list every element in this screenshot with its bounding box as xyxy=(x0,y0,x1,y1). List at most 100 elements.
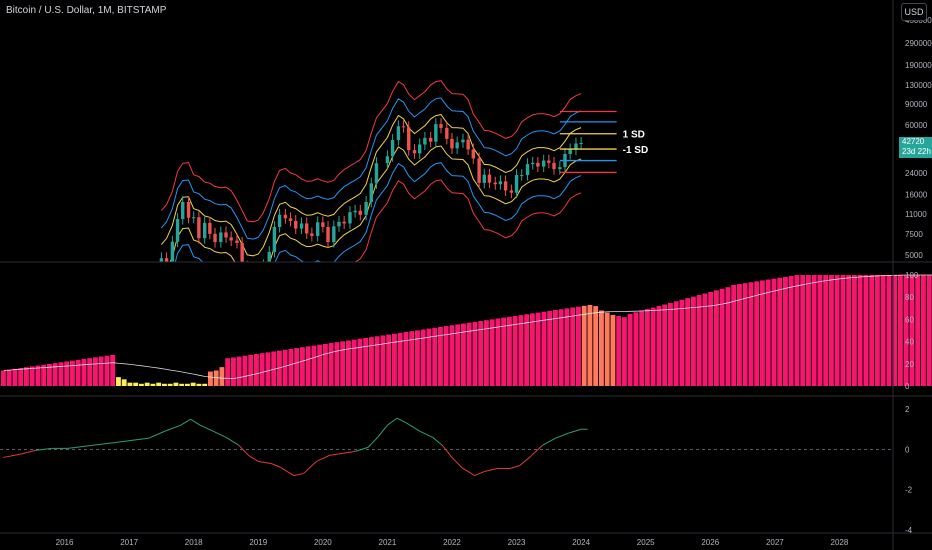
hist-bar xyxy=(346,340,351,386)
candle-body xyxy=(482,174,486,183)
osc-segment xyxy=(406,422,420,432)
hist-bar xyxy=(196,383,202,386)
hist-bar xyxy=(748,282,754,386)
candle-body xyxy=(208,222,212,234)
hist-tick-label: 40 xyxy=(905,338,914,347)
hist-bar xyxy=(363,337,369,386)
osc-segment xyxy=(83,443,101,447)
hist-bar xyxy=(886,275,892,386)
hist-bar xyxy=(357,338,363,386)
hist-bar xyxy=(593,306,599,386)
candle-body xyxy=(159,258,164,262)
candle-body xyxy=(369,183,373,202)
osc-tick-label: 0 xyxy=(905,445,910,454)
osc-segment xyxy=(529,444,543,458)
hist-bar xyxy=(501,317,507,386)
osc-segment xyxy=(316,454,330,462)
osc-segment xyxy=(293,473,304,477)
hist-bar xyxy=(317,344,323,386)
hist-bar xyxy=(604,312,610,386)
band-lower-inner xyxy=(169,145,582,262)
osc-segment xyxy=(568,428,582,434)
oscillator-panel[interactable] xyxy=(0,417,893,477)
hist-bar xyxy=(570,307,576,386)
hist-tick-label: 20 xyxy=(905,360,914,369)
hist-bar xyxy=(288,348,294,386)
hist-bar xyxy=(535,312,541,386)
candle-body xyxy=(450,138,454,149)
hist-bar xyxy=(208,371,213,386)
hist-bar xyxy=(650,307,656,386)
candle-body xyxy=(288,218,293,221)
hist-bar xyxy=(185,383,190,386)
hist-bar xyxy=(863,275,869,386)
hist-bar xyxy=(305,346,311,386)
hist-bar xyxy=(639,310,645,386)
candle-body xyxy=(396,126,401,141)
candle-body xyxy=(337,221,341,227)
time-tick-label: 2018 xyxy=(185,538,203,547)
time-tick-label: 2021 xyxy=(379,538,397,547)
hist-bar xyxy=(518,315,524,386)
hist-bar xyxy=(236,356,242,386)
hist-bar xyxy=(432,327,438,386)
hist-bar xyxy=(656,306,662,386)
osc-segment xyxy=(67,445,85,449)
hist-bar xyxy=(380,335,386,386)
hist-bar xyxy=(581,305,587,386)
hist-average-line xyxy=(3,274,932,379)
hist-bar xyxy=(892,275,898,386)
hist-bar xyxy=(162,383,167,386)
osc-segment xyxy=(164,424,181,432)
hist-bar xyxy=(300,347,305,386)
candle-body xyxy=(235,240,239,243)
osc-segment xyxy=(432,436,443,446)
currency-button[interactable]: USD xyxy=(901,3,927,21)
hist-bar xyxy=(156,382,162,386)
hist-bar xyxy=(691,296,696,386)
osc-segment xyxy=(3,453,20,458)
candle-body xyxy=(219,232,223,243)
hist-bar xyxy=(110,354,116,386)
osc-tick-label: 2 xyxy=(905,405,910,414)
hist-bar xyxy=(47,363,52,386)
hist-bar xyxy=(472,321,478,386)
osc-segment xyxy=(474,471,485,477)
hist-bar xyxy=(645,309,650,386)
osc-segment xyxy=(555,432,569,439)
hist-bar xyxy=(800,275,806,386)
candle-body xyxy=(305,223,309,234)
osc-segment xyxy=(280,467,295,477)
hist-bar xyxy=(35,365,41,386)
hist-bar xyxy=(87,358,93,386)
hist-bar xyxy=(915,275,921,386)
candle-body xyxy=(461,139,465,143)
candle-body xyxy=(294,220,298,229)
hist-bar xyxy=(541,311,547,386)
hist-bar xyxy=(857,275,863,386)
hist-bar xyxy=(742,283,748,386)
hist-bar xyxy=(771,278,777,386)
band-upper-mid xyxy=(161,97,582,240)
hist-bar xyxy=(898,275,903,386)
candle-body xyxy=(358,210,362,215)
price-tick-label: 5000 xyxy=(905,251,923,260)
hist-bar xyxy=(547,310,553,386)
time-tick-label: 2024 xyxy=(572,538,590,547)
candle-body xyxy=(503,181,508,191)
hist-bar xyxy=(225,358,231,386)
price-tick-label: 24000 xyxy=(905,169,928,178)
time-tick-label: 2025 xyxy=(637,538,655,547)
histogram-panel[interactable] xyxy=(1,274,932,386)
candle-body xyxy=(514,175,519,193)
hist-bar xyxy=(443,326,449,386)
symbol-title: Bitcoin / U.S. Dollar, 1M, BITSTAMP xyxy=(6,5,167,16)
hist-bar xyxy=(374,336,380,386)
candle-body xyxy=(186,201,191,218)
candle-body xyxy=(229,237,233,241)
hist-bar xyxy=(662,304,668,386)
price-panel[interactable]: 1 SD -1 SD xyxy=(159,80,648,321)
osc-segment xyxy=(542,437,556,446)
hist-bar xyxy=(340,341,346,386)
